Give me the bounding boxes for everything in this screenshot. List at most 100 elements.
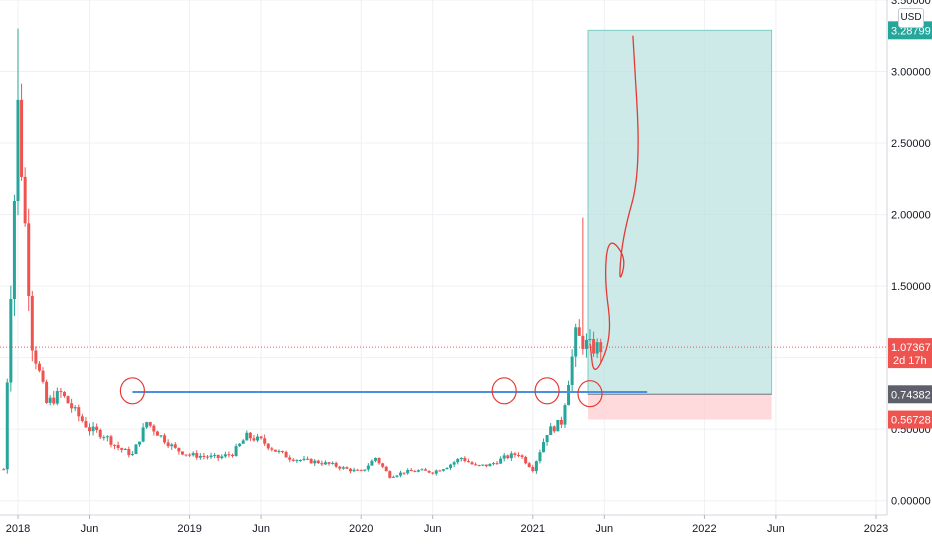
- candle-body: [366, 465, 370, 470]
- candle-body: [334, 462, 338, 467]
- candle-body: [141, 427, 145, 442]
- candle-body: [345, 467, 349, 469]
- candle-body: [466, 461, 470, 463]
- profit-zone: [587, 29, 773, 395]
- candle-body: [102, 437, 106, 439]
- candle-body: [59, 391, 63, 393]
- candle-body: [30, 296, 34, 351]
- candle-body: [155, 431, 159, 436]
- candle-body: [338, 466, 342, 469]
- y-tick-label: 3.50000: [891, 0, 931, 7]
- x-tick-label: Jun: [595, 523, 613, 535]
- position-zones[interactable]: [587, 29, 773, 420]
- x-tick-label: Jun: [81, 523, 99, 535]
- candle-body: [173, 444, 177, 448]
- candle-body: [62, 392, 66, 397]
- candle-body: [499, 458, 503, 464]
- candle-body: [138, 441, 142, 445]
- candle-body: [438, 470, 442, 472]
- candle-body: [316, 460, 320, 464]
- y-tick-label: 2.00000: [891, 210, 931, 222]
- candle-body: [263, 438, 267, 444]
- candle-body: [16, 99, 20, 202]
- candle-body: [223, 454, 227, 457]
- candle-body: [574, 327, 578, 357]
- candle-body: [406, 470, 410, 474]
- candle-body: [481, 464, 485, 466]
- candle-body: [134, 444, 138, 455]
- candle-body: [91, 426, 95, 432]
- candle-body: [374, 457, 377, 461]
- x-tick-label: 2022: [692, 523, 716, 535]
- candle-body: [563, 405, 567, 425]
- candle-body: [431, 472, 435, 474]
- candle-body: [20, 99, 24, 177]
- candle-body: [45, 381, 49, 403]
- candle-body: [88, 427, 91, 432]
- y-tick-label: 3.00000: [891, 67, 931, 79]
- candle-body: [205, 456, 209, 458]
- candle-body: [381, 463, 385, 467]
- candle-body: [52, 397, 56, 404]
- candle-body: [213, 454, 217, 456]
- candle-body: [517, 455, 520, 457]
- candle-body: [256, 436, 260, 441]
- candle-body: [352, 469, 356, 472]
- candle-body: [348, 468, 352, 472]
- circle-annotation: [491, 377, 517, 405]
- candle-body: [399, 472, 403, 476]
- candle-body: [180, 451, 184, 455]
- candle-body: [288, 457, 292, 460]
- candle-body: [384, 466, 388, 472]
- candle-body: [341, 467, 345, 469]
- candle-body: [27, 223, 31, 297]
- candle-body: [477, 465, 481, 467]
- candle-body: [191, 453, 195, 456]
- candle-body: [266, 443, 270, 449]
- currency-button[interactable]: USD: [898, 8, 924, 28]
- candle-body: [463, 457, 467, 462]
- candle-body: [445, 467, 449, 470]
- time-axis[interactable]: 2018 Jun 2019 Jun 2020 Jun 2021 Jun 2022 Jun 2023: [6, 515, 888, 535]
- circle-annotation: [577, 380, 603, 408]
- candle-body: [9, 299, 13, 383]
- candle-body: [48, 397, 52, 403]
- candle-body: [424, 469, 428, 471]
- candle-body: [595, 342, 599, 354]
- x-tick-label: 2018: [6, 523, 30, 535]
- candle-body: [388, 471, 392, 478]
- candle-body: [84, 421, 88, 428]
- annotations[interactable]: [119, 35, 639, 408]
- candle-body: [549, 426, 553, 436]
- candle-body: [195, 453, 199, 458]
- candle-body: [216, 454, 220, 459]
- x-tick-label: Jun: [252, 523, 270, 535]
- candle-body: [55, 391, 59, 404]
- price-axis[interactable]: 0.000000.500001.000001.500002.000002.500…: [891, 0, 931, 508]
- candle-body: [120, 448, 124, 450]
- candle-body: [281, 451, 285, 453]
- candle-body: [309, 458, 313, 464]
- overlay-lines[interactable]: [0, 346, 887, 393]
- candle-body: [313, 460, 317, 464]
- candle-body: [420, 469, 424, 471]
- candle-body: [295, 459, 299, 461]
- candle-body: [231, 454, 234, 457]
- chart-grid: [0, 0, 887, 515]
- candle-body: [509, 453, 513, 459]
- candle-body: [449, 464, 453, 468]
- candle-body: [77, 407, 81, 417]
- candle-body: [148, 422, 152, 426]
- candle-body: [559, 419, 563, 425]
- candle-body: [506, 455, 510, 459]
- candle-body: [130, 454, 134, 456]
- x-tick-label: 2021: [521, 523, 545, 535]
- candle-body: [152, 425, 156, 432]
- candle-body: [198, 455, 202, 458]
- y-tick-label: 2.50000: [891, 138, 931, 150]
- candle-body: [202, 455, 206, 457]
- price-tag-label: 3.28799: [891, 25, 931, 37]
- candle-body: [245, 432, 249, 441]
- candle-body: [252, 438, 256, 441]
